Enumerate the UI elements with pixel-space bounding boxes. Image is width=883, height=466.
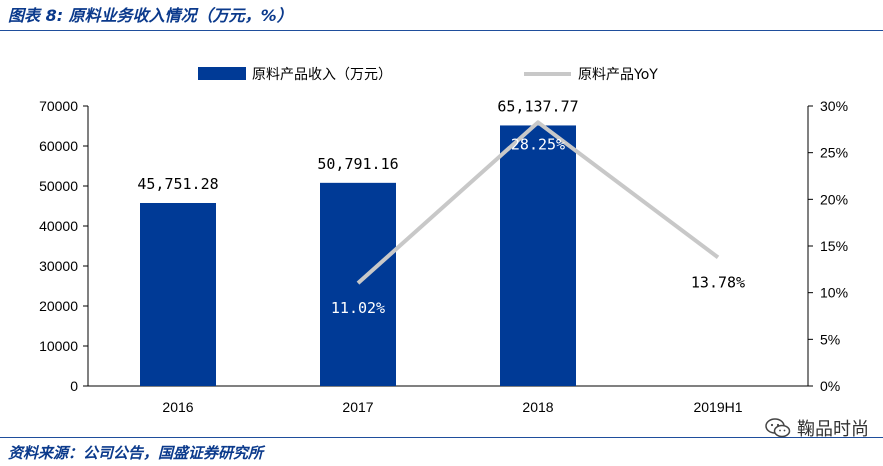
yoy-value-label: 13.78% bbox=[691, 273, 745, 291]
wechat-icon bbox=[765, 418, 791, 438]
footer-rule bbox=[0, 437, 883, 438]
y-right-tick-label: 20% bbox=[820, 191, 848, 207]
y-left-tick-label: 20000 bbox=[39, 298, 78, 314]
bar-value-label: 50,791.16 bbox=[317, 155, 398, 173]
source-note: 资料来源：公司公告，国盛证券研究所 bbox=[8, 444, 264, 462]
chart-title: 图表 8: 原料业务收入情况（万元，%） bbox=[8, 6, 293, 25]
x-tick-label: 2016 bbox=[162, 399, 193, 415]
y-right-tick-label: 15% bbox=[820, 238, 848, 254]
y-left-tick-label: 40000 bbox=[39, 218, 78, 234]
x-tick-label: 2019H1 bbox=[693, 399, 742, 415]
bar bbox=[140, 202, 216, 386]
legend-bar-swatch bbox=[198, 67, 246, 80]
yoy-value-label: 28.25% bbox=[511, 135, 565, 153]
bar-value-label: 45,751.28 bbox=[137, 175, 218, 193]
y-left-tick-label: 60000 bbox=[39, 138, 78, 154]
y-right-tick-label: 10% bbox=[820, 285, 848, 301]
y-right-tick-label: 30% bbox=[820, 98, 848, 114]
yoy-line bbox=[356, 120, 720, 285]
x-tick-label: 2018 bbox=[522, 399, 553, 415]
y-left-tick-label: 30000 bbox=[39, 258, 78, 274]
legend-bar-label: 原料产品收入（万元） bbox=[252, 67, 392, 83]
bar-value-label: 65,137.77 bbox=[497, 97, 578, 115]
y-right-tick-label: 5% bbox=[820, 331, 840, 347]
yoy-value-label: 11.02% bbox=[331, 299, 385, 317]
watermark: 鞠品时尚 bbox=[765, 415, 869, 441]
bar bbox=[320, 182, 396, 386]
header-rule bbox=[0, 30, 883, 31]
y-left-tick-label: 10000 bbox=[39, 338, 78, 354]
bar bbox=[500, 125, 576, 387]
y-right-tick-label: 25% bbox=[820, 145, 848, 161]
x-tick-label: 2017 bbox=[342, 399, 373, 415]
y-right-tick-label: 0% bbox=[820, 378, 840, 394]
y-left-tick-label: 70000 bbox=[39, 98, 78, 114]
legend-line-label: 原料产品YoY bbox=[578, 67, 658, 83]
y-left-tick-label: 50000 bbox=[39, 178, 78, 194]
y-left-tick-label: 0 bbox=[70, 378, 78, 394]
chart-canvas: 0 10000 20000 30000 40000 50000 60000 70000 0% 5%… bbox=[39, 67, 848, 415]
watermark-text: 鞠品时尚 bbox=[797, 419, 869, 440]
